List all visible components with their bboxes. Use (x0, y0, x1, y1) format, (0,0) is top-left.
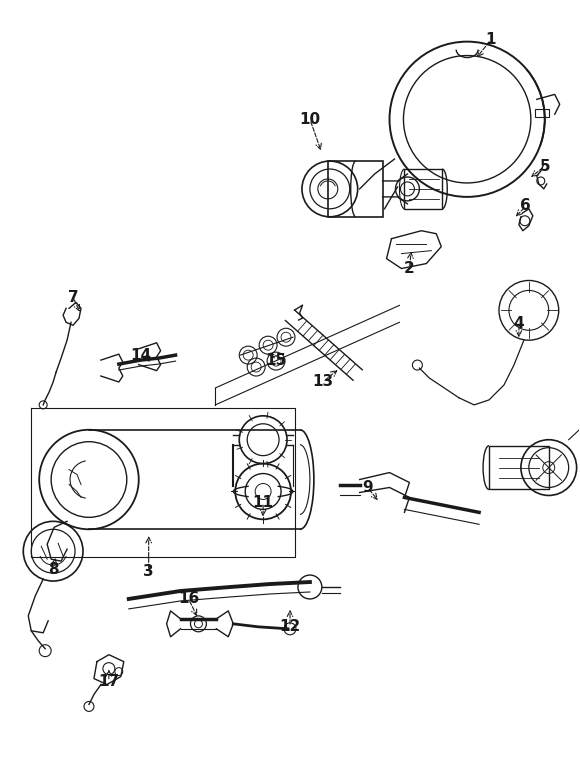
Text: 10: 10 (299, 112, 321, 127)
Text: 11: 11 (253, 495, 274, 510)
Text: 1: 1 (486, 32, 496, 47)
Text: 17: 17 (98, 674, 119, 689)
Text: 13: 13 (312, 374, 334, 390)
Text: 3: 3 (143, 564, 154, 578)
Text: 2: 2 (404, 261, 415, 276)
Bar (535, 110, 549, 117)
Text: 5: 5 (539, 158, 550, 174)
Text: 6: 6 (520, 199, 531, 213)
Text: 4: 4 (513, 316, 524, 331)
Text: 7: 7 (68, 290, 78, 305)
Text: 12: 12 (280, 619, 300, 635)
Bar (489, 446, 549, 489)
Text: 15: 15 (266, 352, 287, 368)
Bar (328, 161, 383, 217)
Text: 8: 8 (48, 562, 59, 577)
Text: 16: 16 (178, 591, 199, 607)
Bar (404, 169, 443, 209)
Text: 14: 14 (130, 348, 151, 363)
Text: 9: 9 (362, 480, 373, 495)
